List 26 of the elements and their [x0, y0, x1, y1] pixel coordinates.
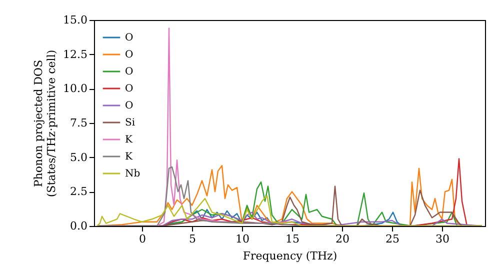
legend-label: O [125, 66, 134, 78]
x-tick-label: 5 [189, 232, 196, 246]
legend-label: O [125, 100, 134, 112]
y-tick-label: 5.0 [70, 150, 88, 164]
x-tick-label: 25 [386, 232, 400, 246]
x-tick-label: 15 [286, 232, 300, 246]
x-tick-label: 10 [236, 232, 250, 246]
legend-label: O [125, 32, 134, 44]
y-tick-label: 0.0 [70, 220, 88, 232]
x-tick-label: 30 [436, 232, 450, 246]
legend-label: K [125, 134, 133, 146]
y-axis-title: Phonon projected DOS (States/THz·primitive cell) [32, 50, 58, 198]
x-tick-label: 20 [336, 232, 350, 246]
x-axis-title: Frequency (THz) [242, 250, 338, 262]
y-tick-label: 12.5 [63, 48, 88, 61]
y-tick-label: 15.0 [63, 14, 88, 26]
legend-label: O [125, 84, 134, 94]
y-tick-label: 10.0 [63, 82, 88, 96]
legend-label: Nb [125, 168, 140, 180]
y-tick-label: 2.5 [70, 185, 88, 198]
line-series [96, 195, 483, 226]
legend-label: K [125, 152, 133, 162]
legend-label: Si [125, 118, 136, 128]
x-tick-label: 0 [139, 232, 146, 246]
legend-label: O [125, 50, 134, 60]
y-tick-label: 7.5 [70, 116, 88, 130]
